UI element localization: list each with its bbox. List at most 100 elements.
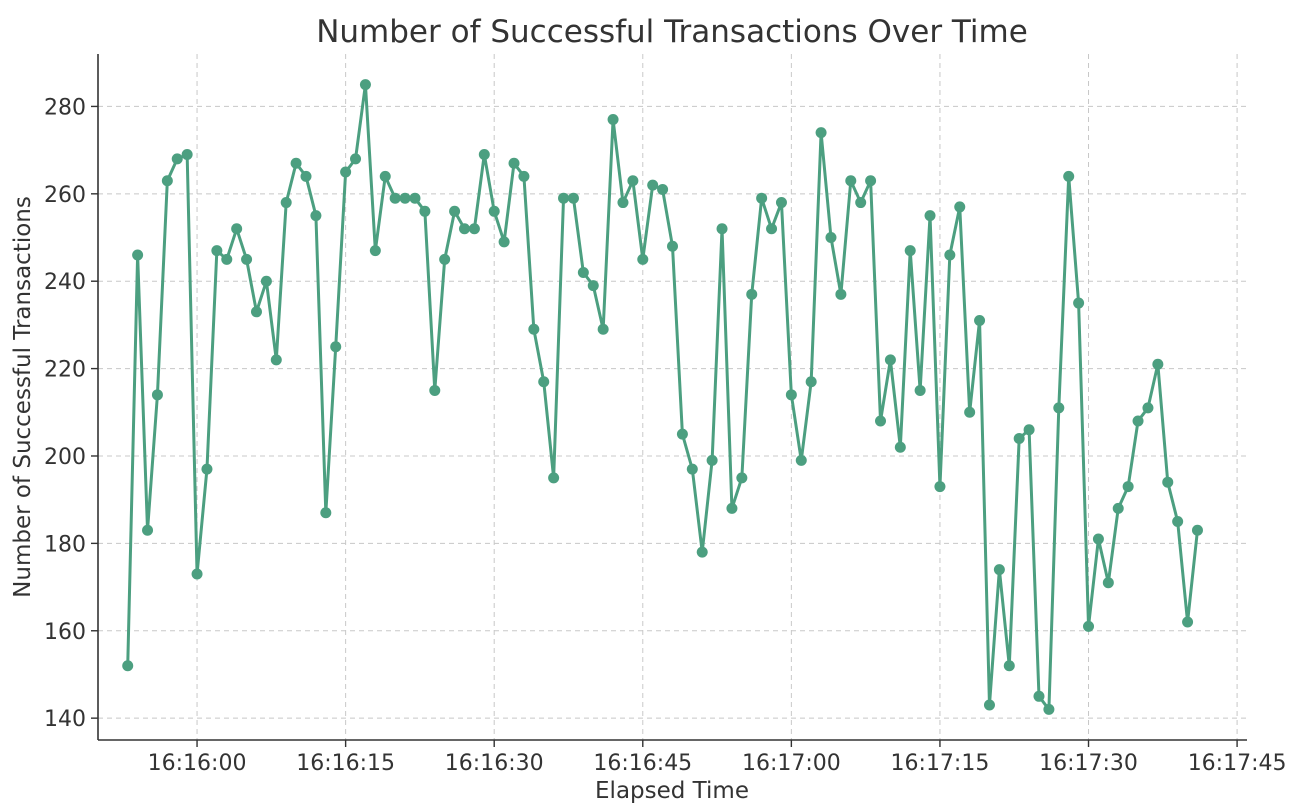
- x-tick-label: 16:17:15: [891, 751, 990, 776]
- data-point: [350, 153, 362, 165]
- data-point: [1053, 402, 1065, 414]
- x-tick-label: 16:16:15: [296, 751, 395, 776]
- data-point: [657, 183, 669, 195]
- ticks-layer: 140 160 180 200 220 240 260 280 16:16:00 16:16:15…: [44, 95, 1287, 776]
- y-tick-label: 220: [44, 358, 86, 383]
- x-tick-label: 16:16:45: [593, 751, 692, 776]
- data-point: [855, 197, 867, 209]
- data-point: [766, 223, 778, 235]
- data-point: [884, 354, 896, 366]
- y-tick-label: 280: [44, 95, 86, 120]
- y-tick-label: 180: [44, 532, 86, 557]
- y-tick-label: 200: [44, 445, 86, 470]
- data-point: [310, 210, 322, 222]
- data-point: [1092, 533, 1104, 545]
- data-point: [379, 170, 391, 182]
- data-point: [468, 223, 480, 235]
- data-point: [1023, 424, 1035, 436]
- data-point: [231, 223, 243, 235]
- data-point: [389, 192, 401, 204]
- data-point: [320, 507, 332, 519]
- data-point: [775, 197, 787, 209]
- data-point: [1182, 616, 1194, 628]
- data-point: [330, 341, 342, 353]
- data-point: [1083, 620, 1095, 632]
- data-point: [667, 240, 678, 252]
- data-point: [676, 428, 688, 440]
- data-point: [736, 472, 748, 484]
- data-point: [924, 210, 936, 222]
- grid-layer: [98, 54, 1247, 740]
- data-point: [944, 249, 956, 261]
- data-point: [894, 441, 906, 453]
- data-point: [409, 192, 421, 204]
- data-point: [478, 149, 490, 160]
- chart-title: Number of Successful Transactions Over T…: [316, 14, 1028, 50]
- data-point: [785, 389, 797, 401]
- data-point: [1132, 415, 1144, 427]
- data-point: [1033, 690, 1045, 702]
- data-point: [221, 253, 233, 265]
- data-point: [369, 245, 381, 257]
- data-point: [627, 175, 639, 187]
- data-point: [706, 454, 718, 466]
- data-point: [1172, 516, 1184, 528]
- data-point: [805, 376, 817, 388]
- data-point: [637, 253, 649, 265]
- data-point: [191, 568, 203, 580]
- data-point: [151, 389, 163, 401]
- data-point: [290, 157, 302, 169]
- data-point: [904, 245, 916, 257]
- data-point: [280, 197, 292, 209]
- data-point: [974, 315, 986, 327]
- data-point: [597, 323, 609, 335]
- data-point: [875, 415, 887, 427]
- data-point: [538, 376, 550, 388]
- data-point: [161, 175, 173, 187]
- data-point: [142, 524, 154, 536]
- data-point: [1073, 297, 1085, 309]
- data-point: [726, 502, 738, 514]
- data-point: [439, 253, 451, 265]
- data-point: [746, 288, 758, 300]
- data-point: [250, 306, 262, 318]
- data-point: [1003, 660, 1015, 672]
- y-tick-label: 140: [44, 707, 86, 732]
- axes-layer: [97, 54, 1247, 741]
- data-point: [419, 205, 431, 217]
- data-point: [458, 223, 470, 235]
- data-point: [1122, 481, 1134, 493]
- data-point: [132, 249, 144, 261]
- data-point: [122, 660, 134, 672]
- data-point: [587, 280, 599, 292]
- data-point: [647, 179, 659, 191]
- y-axis-label: Number of Successful Transactions: [10, 196, 36, 598]
- data-point: [340, 166, 352, 178]
- series-line: [126, 83, 1199, 711]
- x-axis-label: Elapsed Time: [595, 778, 749, 804]
- data-point: [300, 170, 312, 182]
- data-point: [577, 266, 589, 278]
- data-point: [1043, 703, 1055, 715]
- data-point: [825, 232, 837, 244]
- data-point: [558, 192, 570, 204]
- data-point: [716, 223, 728, 235]
- data-point: [617, 197, 629, 209]
- data-point: [449, 205, 461, 217]
- data-point: [241, 253, 253, 265]
- x-tick-label: 16:16:30: [445, 751, 544, 776]
- data-point: [181, 149, 193, 160]
- data-point: [964, 406, 976, 418]
- data-point: [954, 201, 966, 213]
- data-point: [756, 192, 768, 204]
- data-point: [270, 354, 282, 366]
- data-point: [1102, 577, 1114, 589]
- data-point: [201, 463, 213, 475]
- data-point: [835, 288, 847, 300]
- x-tick-label: 16:16:00: [148, 751, 247, 776]
- data-point: [359, 79, 371, 91]
- data-point: [528, 323, 540, 335]
- data-point: [993, 564, 1005, 576]
